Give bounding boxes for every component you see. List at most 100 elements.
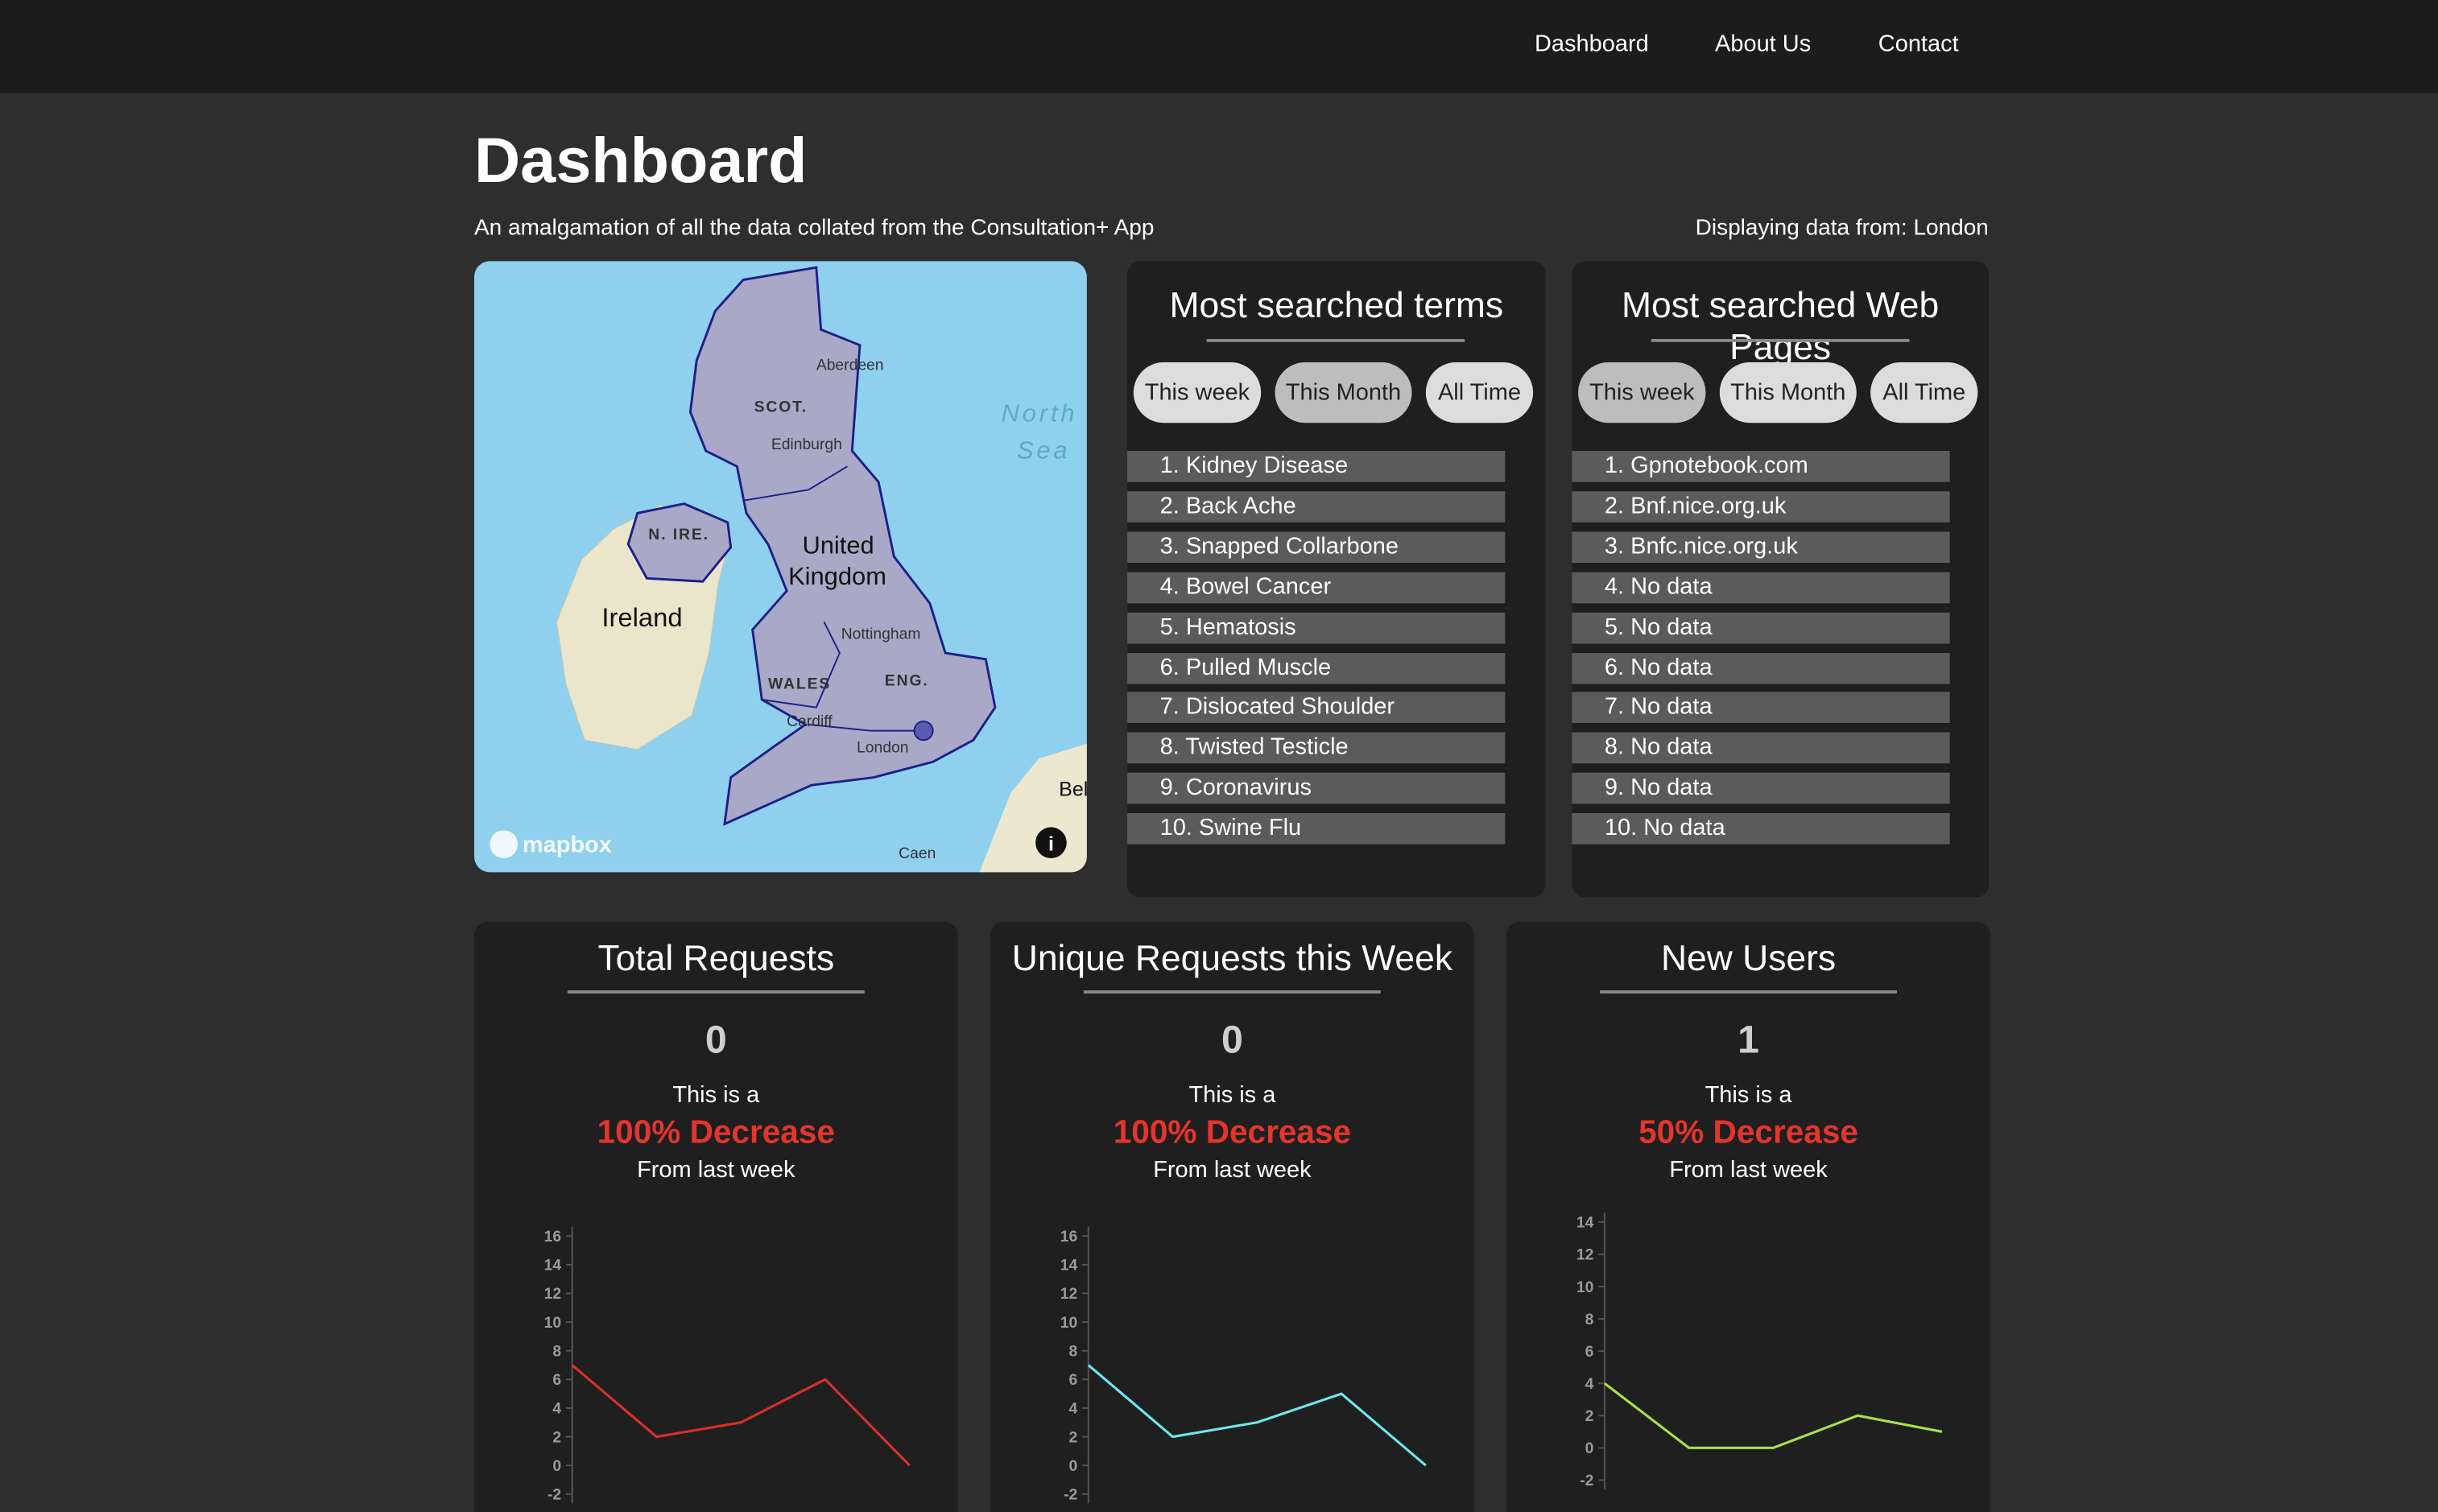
tab-button[interactable]: All Time bbox=[1425, 361, 1534, 423]
mapbox-logo bbox=[490, 830, 519, 858]
map-label: Bel bbox=[1059, 779, 1087, 801]
y-tick-label: 8 bbox=[1585, 1312, 1594, 1328]
map-canvas: Aberdeen SCOT. Edinburgh North Sea N. IR… bbox=[490, 266, 1087, 873]
list-item: 1. Kidney Disease bbox=[1127, 451, 1506, 482]
stat-value: 0 bbox=[1221, 1018, 1243, 1062]
list-item: 4. Bowel Cancer bbox=[1127, 572, 1506, 603]
list-item: 8. Twisted Testicle bbox=[1127, 733, 1506, 764]
stat-value: 0 bbox=[705, 1018, 727, 1062]
list-item: 5. Hematosis bbox=[1127, 612, 1506, 643]
y-tick-label: 12 bbox=[1060, 1286, 1077, 1303]
y-tick-label: 2 bbox=[1585, 1408, 1594, 1425]
y-tick-label: 10 bbox=[1576, 1279, 1593, 1296]
list-item: 10. Swine Flu bbox=[1127, 813, 1506, 845]
map-label: London bbox=[857, 740, 908, 757]
list-item: 10. No data bbox=[1572, 813, 1950, 845]
stat-card: Total Requests 0 This is a 100% Decrease Fro… bbox=[473, 922, 958, 1512]
y-tick-label: 0 bbox=[1585, 1440, 1594, 1457]
card-title: Unique Requests this Week bbox=[1011, 937, 1453, 978]
list-item: 3. Snapped Collarbone bbox=[1127, 531, 1506, 563]
map[interactable]: Aberdeen SCOT. Edinburgh North Sea N. IR… bbox=[473, 261, 1087, 873]
y-tick-label: 14 bbox=[1060, 1258, 1078, 1274]
region bbox=[626, 502, 733, 583]
y-tick-label: 6 bbox=[1069, 1372, 1078, 1389]
y-tick-label: 0 bbox=[552, 1458, 561, 1475]
nav-link[interactable]: About Us bbox=[1715, 31, 1812, 58]
list-item: 6. No data bbox=[1572, 652, 1950, 684]
y-tick-label: 4 bbox=[552, 1401, 561, 1418]
list-item: 4. No data bbox=[1572, 572, 1950, 603]
y-tick-label: 16 bbox=[1060, 1229, 1078, 1246]
title-rule bbox=[1083, 990, 1381, 994]
stat-suffix: From last week bbox=[1153, 1156, 1312, 1184]
y-tick-label: -2 bbox=[1580, 1473, 1593, 1489]
map-label: SCOT. bbox=[754, 399, 808, 416]
card-title: New Users bbox=[1660, 937, 1837, 978]
y-tick-label: 14 bbox=[544, 1258, 562, 1274]
y-tick-label: 12 bbox=[544, 1286, 561, 1303]
nav-link[interactable]: Contact bbox=[1878, 31, 1959, 58]
tab-button[interactable]: This Month bbox=[1719, 361, 1857, 423]
stat-change: 50% Decrease bbox=[1638, 1114, 1858, 1151]
panel-title: Most searched terms bbox=[1169, 284, 1504, 325]
stat-suffix: From last week bbox=[1669, 1156, 1828, 1184]
data-line bbox=[1087, 1364, 1427, 1467]
info-icon: i bbox=[1048, 832, 1054, 855]
info-button[interactable] bbox=[1035, 827, 1067, 858]
stat-change: 100% Decrease bbox=[1113, 1114, 1352, 1151]
tab-button[interactable]: All Time bbox=[1870, 361, 1978, 423]
title-rule bbox=[1600, 990, 1897, 994]
mini-chart: -2 0 2 4 6 8 10 12 14 16 bbox=[1060, 1226, 1427, 1504]
y-tick-label: -2 bbox=[1064, 1487, 1077, 1504]
nav-link[interactable]: Dashboard bbox=[1535, 31, 1649, 58]
y-tick-label: 2 bbox=[1069, 1429, 1078, 1446]
y-tick-label: 2 bbox=[552, 1429, 561, 1446]
tab-button[interactable]: This week bbox=[1133, 361, 1262, 423]
mini-chart: -2 0 2 4 6 8 10 12 14 16 bbox=[544, 1226, 911, 1504]
data-line bbox=[1603, 1382, 1943, 1449]
region bbox=[688, 266, 997, 826]
stat-value: 1 bbox=[1738, 1018, 1759, 1062]
attribution: mapbox bbox=[523, 832, 612, 857]
y-tick-label: 14 bbox=[1576, 1215, 1594, 1232]
y-tick-label: 10 bbox=[1060, 1315, 1077, 1332]
map-label: North bbox=[1002, 399, 1078, 427]
stat-prefix: This is a bbox=[1188, 1082, 1276, 1109]
list-item: 5. No data bbox=[1572, 612, 1950, 643]
list-item: 7. No data bbox=[1572, 692, 1950, 724]
map-label: N. IRE. bbox=[648, 527, 709, 543]
list-panel: Most searched Web Pages This week This Mon… bbox=[1572, 261, 1989, 898]
page-title: Dashboard bbox=[473, 124, 808, 196]
stat-card: Unique Requests this Week 0 This is a 100% … bbox=[990, 922, 1474, 1512]
y-tick-label: -2 bbox=[548, 1487, 561, 1504]
data-line bbox=[571, 1364, 911, 1467]
tab-button[interactable]: This week bbox=[1578, 361, 1706, 423]
stat-prefix: This is a bbox=[1705, 1082, 1792, 1109]
land bbox=[979, 743, 1087, 873]
map-label: Kingdom bbox=[788, 562, 886, 590]
list-item: 7. Dislocated Shoulder bbox=[1127, 692, 1506, 724]
map-label: Sea bbox=[1017, 436, 1071, 465]
card-title: Total Requests bbox=[597, 937, 835, 978]
list-item: 2. Back Ache bbox=[1127, 491, 1506, 523]
list-panel: Most searched terms This week This Month Al… bbox=[1127, 261, 1546, 898]
nav-bar: Dashboard About Us Contact bbox=[0, 0, 2438, 93]
list-item: 9. No data bbox=[1572, 773, 1950, 804]
stat-suffix: From last week bbox=[637, 1156, 795, 1184]
map-label: Ireland bbox=[601, 602, 682, 632]
list-item: 6. Pulled Muscle bbox=[1127, 652, 1506, 684]
mini-chart: -2 0 2 4 6 8 10 12 14 bbox=[1576, 1212, 1943, 1489]
y-tick-label: 8 bbox=[1069, 1343, 1078, 1360]
list-item: 1. Gpnotebook.com bbox=[1572, 451, 1950, 482]
y-tick-label: 6 bbox=[552, 1372, 561, 1389]
location: Displaying data from: London bbox=[1695, 216, 1989, 242]
y-tick-label: 0 bbox=[1069, 1458, 1078, 1475]
list-item: 3. Bnfc.nice.org.uk bbox=[1572, 531, 1950, 563]
map-label: Cardiff bbox=[787, 713, 833, 730]
tab-button[interactable]: This Month bbox=[1275, 361, 1412, 423]
y-tick-label: 10 bbox=[544, 1315, 561, 1332]
y-tick-label: 16 bbox=[544, 1229, 562, 1246]
